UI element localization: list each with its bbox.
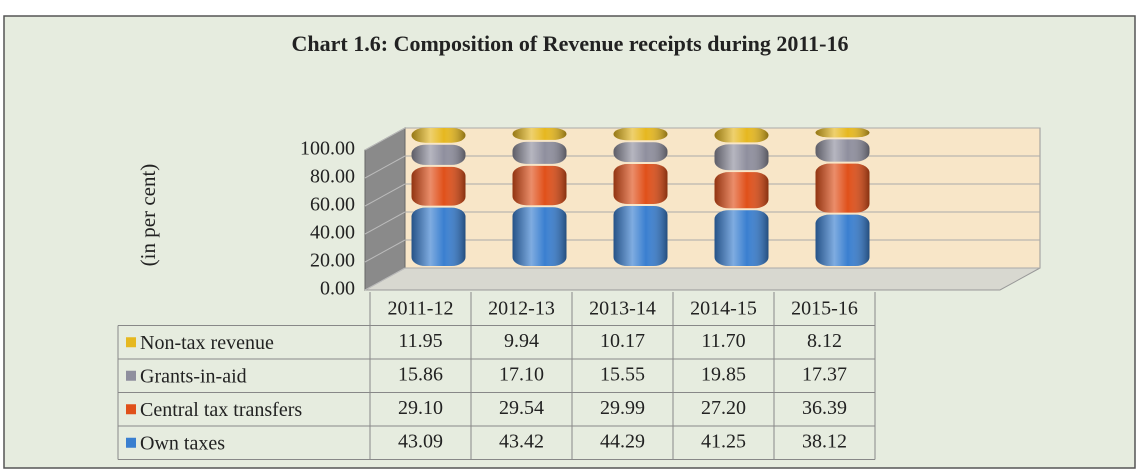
x-tick-label: 2013-14 [589,298,656,320]
x-tick-label: 2014-15 [690,298,757,320]
table-value: 36.39 [802,397,847,419]
side-wall [364,127,406,291]
bar-shade [411,128,466,143]
y-tick-label: 60.00 [310,194,355,216]
side-grid-line [364,267,406,291]
table-value: 15.86 [398,363,443,385]
bar-shade [411,144,466,165]
table-value: 29.54 [499,397,544,419]
table-value: 38.12 [802,430,847,452]
table-value: 29.99 [600,397,645,419]
bar-shade [512,141,567,164]
table-value: 44.29 [600,430,645,452]
table-value: 41.25 [701,430,746,452]
y-tick-label: 20.00 [310,250,355,272]
table-value: 11.70 [701,330,745,352]
bar-shade [613,142,668,163]
table-value: 29.10 [398,397,443,419]
bar-shade [714,172,769,209]
bar-shade [714,144,769,171]
bar-shade [815,139,870,162]
bar-shade [512,128,567,140]
floor [364,267,1041,291]
table-value: 17.37 [802,363,847,385]
table-value: 19.85 [701,363,746,385]
table-value: 43.09 [398,430,443,452]
table-value: 15.55 [600,363,645,385]
y-tick-label: 80.00 [310,166,355,188]
legend-swatch [126,437,136,448]
bar-shade [613,128,668,141]
x-tick-label: 2011-12 [388,298,454,320]
side-grid-line [364,155,406,179]
legend-swatch [126,337,136,348]
x-tick-label: 2012-13 [488,298,555,320]
legend-swatch [126,404,136,415]
bar-shade [512,165,567,206]
side-grid-line [364,127,406,151]
side-grid-line [364,183,406,207]
bar-shade [411,207,466,266]
bar-shade [815,214,870,266]
y-tick-label: 40.00 [310,222,355,244]
bar-shade [613,205,668,266]
side-grid-line [364,211,406,235]
side-grid-line [364,239,406,263]
y-tick-label: 100.00 [300,138,355,160]
legend-label: Central tax transfers [140,399,302,421]
table-value: 11.95 [398,330,442,352]
bar-shade [411,166,466,206]
y-tick-label: 0.00 [320,278,355,300]
bar-shade [714,210,769,266]
x-tick-label: 2015-16 [791,298,858,320]
bar-shade [613,164,668,204]
table-value: 43.42 [499,430,544,452]
legend-label: Grants-in-aid [140,365,247,387]
bar-shade [815,163,870,213]
legend-label: Non-tax revenue [140,332,274,354]
legend-swatch [126,370,136,381]
bar-shade [815,128,870,138]
bar-shade [512,207,567,266]
table-value: 27.20 [701,397,746,419]
table-value: 8.12 [807,330,842,352]
chart-title: Chart 1.6: Composition of Revenue receip… [292,31,849,56]
table-value: 10.17 [600,330,645,352]
table-value: 17.10 [499,363,544,385]
bar-shade [714,128,769,143]
legend-label: Own taxes [140,432,225,454]
y-axis-label: (in per cent) [136,164,160,267]
table-value: 9.94 [504,330,539,352]
